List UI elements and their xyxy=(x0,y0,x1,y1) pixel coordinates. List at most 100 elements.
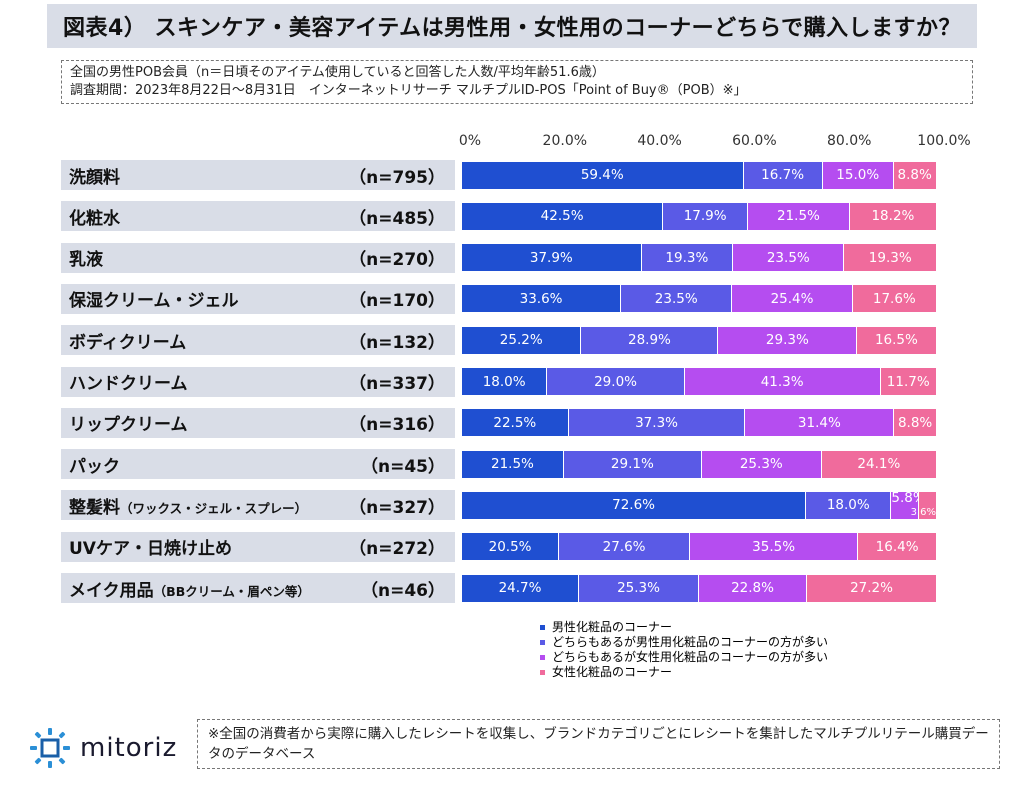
category-sample-size: （n=170） xyxy=(349,291,445,312)
data-label: 35.5% xyxy=(752,538,796,555)
data-label: 22.5% xyxy=(493,414,537,431)
category-label-row: リップクリーム （n=316） xyxy=(61,407,455,438)
stacked-bar: 37.9% 19.3% 23.5% 19.3% xyxy=(462,244,936,272)
bar-segment: 17.9% xyxy=(663,202,749,230)
mitoriz-logo: mitoriz xyxy=(28,726,177,770)
bar-segment: 22.5% xyxy=(462,409,569,437)
mitoriz-logo-text: mitoriz xyxy=(80,733,178,763)
data-label: 25.3% xyxy=(617,580,660,596)
category-main-label: 保湿クリーム・ジェル xyxy=(69,291,239,312)
bar-segment: 19.3% xyxy=(641,244,734,272)
bar-segment: 25.2% xyxy=(462,326,582,354)
category-name: 化粧水 xyxy=(69,204,120,229)
category-label-row: 乳液 （n=270） xyxy=(61,242,455,273)
data-label: 17.6% xyxy=(872,290,916,307)
stacked-bar: 59.4% 16.7% 15.0% 8.8% xyxy=(462,161,936,189)
category-main-label: メイク用品 xyxy=(69,580,154,601)
data-label: 23.5% xyxy=(766,249,810,266)
bar-segment: 16.5% xyxy=(857,326,936,354)
data-label: 42.5% xyxy=(540,208,584,225)
bar-segment: 24.1% xyxy=(821,450,936,478)
bar-segment: 15.0% xyxy=(822,161,894,189)
data-label: 8.8% xyxy=(897,414,933,431)
bar-segment: 25.4% xyxy=(732,285,853,313)
category-sub-label: （ワックス・ジェル・スプレー） xyxy=(120,500,308,516)
data-label: 24.1% xyxy=(857,456,901,473)
category-name: 保湿クリーム・ジェル xyxy=(69,286,239,311)
data-label: 21.5% xyxy=(776,208,820,225)
category-name: 整髪料（ワックス・ジェル・スプレー） xyxy=(69,493,307,518)
bar-segment: 17.6% xyxy=(852,285,936,313)
category-sample-size: （n=45） xyxy=(360,456,445,477)
data-label: 11.7% xyxy=(886,373,930,390)
data-label: 24.7% xyxy=(498,580,542,596)
data-label: 25.4% xyxy=(770,290,814,307)
category-main-label: リップクリーム xyxy=(69,415,188,436)
data-label: 16.7% xyxy=(761,167,805,183)
bar-segment: 21.5% xyxy=(748,202,850,230)
category-name: 乳液 xyxy=(69,245,103,270)
bar-segment: 5.8% xyxy=(891,490,926,519)
bar-segment: 25.3% xyxy=(579,574,699,602)
data-label: 28.9% xyxy=(627,332,671,349)
bar-segment: 29.1% xyxy=(563,450,702,478)
data-label: 37.3% xyxy=(635,414,678,431)
stacked-bar: 72.6% 18.0% 5.8% 3.6% xyxy=(462,490,936,519)
data-label: 29.3% xyxy=(765,332,809,349)
bar-segment: 72.6% xyxy=(462,491,807,519)
data-label: 19.3% xyxy=(665,249,709,266)
data-label: 27.2% xyxy=(850,580,893,596)
bar-segment: 21.5% xyxy=(462,450,564,478)
category-label-row: 整髪料（ワックス・ジェル・スプレー） （n=327） xyxy=(61,490,455,521)
x-tick-label: 80.0% xyxy=(826,133,872,149)
data-label: 37.9% xyxy=(529,249,573,266)
x-tick-label: 60.0% xyxy=(732,133,777,149)
category-main-label: 洗顔料 xyxy=(69,167,120,188)
legend-item: どちらもあるが男性用化粧品のコーナーの方が多い xyxy=(540,635,828,650)
bar-segment: 18.0% xyxy=(806,491,892,519)
category-label-row: パック （n=45） xyxy=(61,449,455,480)
data-label: 18.0% xyxy=(482,373,526,390)
data-label: 59.4% xyxy=(580,167,624,183)
survey-note-line-2: 調査期間：2023年8月22日～8月31日 インターネットリサーチ マルチプルI… xyxy=(70,83,747,98)
category-main-label: UVケア・日焼け止め xyxy=(69,539,232,560)
bar-segment: 29.0% xyxy=(547,368,685,395)
category-name: メイク用品（BBクリーム・眉ペン等） xyxy=(69,576,310,601)
category-label-row: UVケア・日焼け止め （n=272） xyxy=(61,531,455,562)
category-sample-size: （n=46） xyxy=(360,580,445,601)
chart-title-bar: 図表4） スキンケア・美容アイテムは男性用・女性用のコーナーどちらで購入しますか… xyxy=(47,4,977,48)
bar-segment: 8.8% xyxy=(893,161,936,189)
data-label: 15.0% xyxy=(836,167,880,183)
legend-label: どちらもあるが男性用化粧品のコーナーの方が多い xyxy=(552,635,829,649)
category-sample-size: （n=485） xyxy=(349,208,445,229)
bar-segment: 59.4% xyxy=(462,161,744,189)
data-label: 33.6% xyxy=(519,290,563,307)
legend-label: 男性化粧品のコーナー xyxy=(552,620,673,634)
data-label: 25.2% xyxy=(499,332,543,349)
data-label: 18.0% xyxy=(826,497,870,514)
chart-title: 図表4） スキンケア・美容アイテムは男性用・女性用のコーナーどちらで購入しますか… xyxy=(63,16,961,41)
bar-segment: 8.8% xyxy=(894,409,936,437)
bar-segment: 16.4% xyxy=(858,533,936,561)
category-name: 洗顔料 xyxy=(69,163,120,188)
category-label-row: 洗顔料 （n=795） xyxy=(61,160,455,190)
data-label: 16.5% xyxy=(874,332,918,349)
stacked-bar: 22.5% 37.3% 31.4% 8.8% xyxy=(462,409,936,437)
category-label-row: 化粧水 （n=485） xyxy=(61,201,455,232)
bar-segment: 41.3% xyxy=(684,368,881,395)
data-label: 18.2% xyxy=(871,208,915,225)
mitoriz-logo-icon xyxy=(30,728,70,768)
data-label: 22.8% xyxy=(731,580,774,596)
bar-segment: 28.9% xyxy=(581,326,719,354)
stacked-bar: 20.5% 27.6% 35.5% 16.4% xyxy=(462,533,936,561)
data-label: 19.3% xyxy=(868,249,912,266)
x-tick-label: 20.0% xyxy=(542,133,588,149)
stacked-bar: 25.2% 28.9% 29.3% 16.5% xyxy=(462,326,936,354)
category-main-label: 乳液 xyxy=(69,250,103,271)
data-label: 29.1% xyxy=(610,456,654,473)
bar-segment: 35.5% xyxy=(689,533,859,561)
data-label: 5.8% xyxy=(891,489,926,506)
stacked-bar: 33.6% 23.5% 25.4% 17.6% xyxy=(462,285,936,313)
category-sample-size: （n=316） xyxy=(349,415,445,436)
bar-segment: 37.3% xyxy=(568,409,746,437)
